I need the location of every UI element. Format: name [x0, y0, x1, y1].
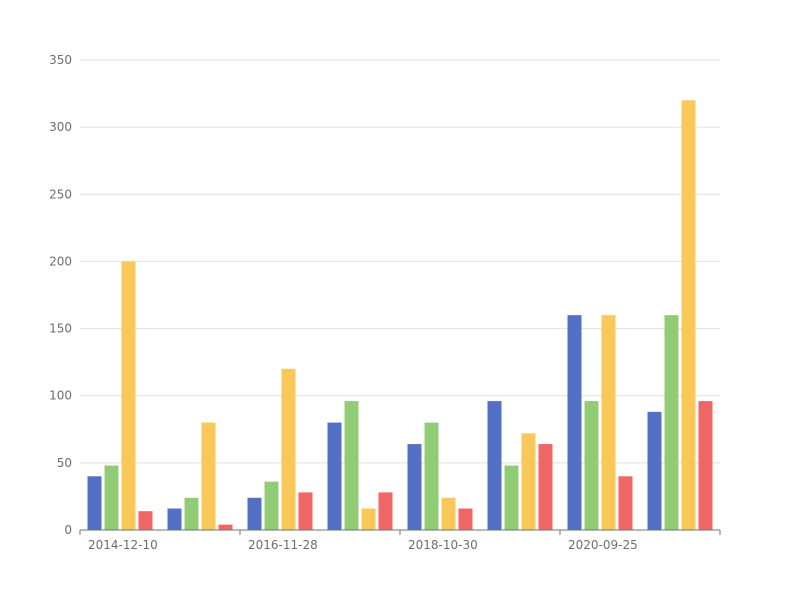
- tick-labels: 0 50 100 150 200 250 300 350 2014-12-10 2016-11-2…: [49, 53, 638, 552]
- bar-series-2-2021-09-08: [664, 315, 679, 530]
- x-tick-label: 2018-10-30: [408, 538, 478, 552]
- bar-series-4-2018-10-30: [458, 508, 473, 530]
- bar-series-1-2018-10-30: [407, 444, 422, 530]
- bar-series-1-2020-09-25: [567, 315, 582, 530]
- bar-series-2-2016-11-28: [264, 481, 279, 530]
- axes: [79, 529, 721, 535]
- bar-series-2-2015-12-05: [184, 497, 199, 530]
- bar-series-3-2021-09-08: [681, 100, 696, 531]
- bar-series-3-2020-09-25: [601, 315, 616, 530]
- bar-series-3-2015-12-05: [201, 422, 216, 530]
- bar-series-1-2015-12-05: [167, 508, 182, 530]
- bar-series-2-2017-11-16: [344, 401, 359, 530]
- y-tick-label: 100: [49, 389, 72, 403]
- y-tick-label: 0: [64, 523, 72, 537]
- y-tick-label: 300: [49, 120, 72, 134]
- bar-series-3-2018-10-30: [441, 497, 456, 530]
- bar-series-2-2018-10-30: [424, 422, 439, 530]
- y-tick-label: 350: [49, 53, 72, 67]
- bar-series-3-2014-12-10: [121, 261, 136, 530]
- x-tick-label: 2020-09-25: [568, 538, 638, 552]
- bar-series-1-2016-11-28: [247, 497, 262, 530]
- bar-series-4-2017-11-16: [378, 492, 393, 530]
- bars: [87, 100, 713, 531]
- bar-series-2-2020-09-25: [584, 401, 599, 530]
- y-tick-label: 150: [49, 322, 72, 336]
- bar-series-4-2020-09-25: [618, 476, 633, 530]
- bar-series-4-2019-10-12: [538, 444, 553, 530]
- bar-series-3-2017-11-16: [361, 508, 376, 530]
- bar-series-1-2019-10-12: [487, 401, 502, 530]
- y-tick-label: 50: [57, 456, 72, 470]
- bar-series-1-2017-11-16: [327, 422, 342, 530]
- grid-lines: [80, 59, 720, 464]
- bar-series-4-2021-09-08: [698, 401, 713, 530]
- x-tick-label: 2016-11-28: [248, 538, 318, 552]
- bar-series-1-2021-09-08: [647, 411, 662, 530]
- bar-series-2-2014-12-10: [104, 465, 119, 530]
- y-tick-label: 200: [49, 254, 72, 268]
- bar-series-3-2016-11-28: [281, 368, 296, 530]
- bar-series-4-2014-12-10: [138, 511, 153, 530]
- x-tick-label: 2014-12-10: [88, 538, 158, 552]
- bar-series-4-2015-12-05: [218, 524, 233, 530]
- bar-series-3-2019-10-12: [521, 433, 536, 530]
- y-tick-label: 250: [49, 187, 72, 201]
- bar-series-1-2014-12-10: [87, 476, 102, 530]
- bar-series-4-2016-11-28: [298, 492, 313, 530]
- bar-series-2-2019-10-12: [504, 465, 519, 530]
